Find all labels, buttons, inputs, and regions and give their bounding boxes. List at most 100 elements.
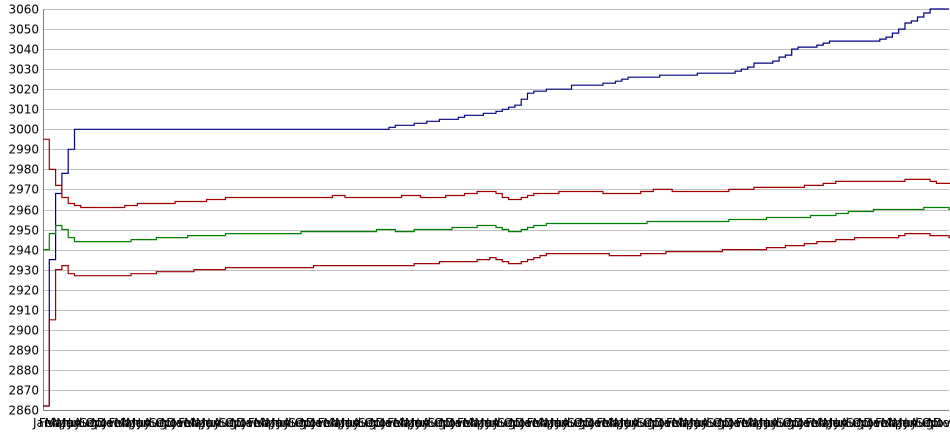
x-tick-label: Oct — [294, 416, 315, 430]
x-tick-label: Dec — [585, 416, 608, 430]
y-tick-label: 3060 — [8, 3, 39, 17]
x-tick-label: Mar — [672, 416, 695, 430]
y-tick-label: 2980 — [8, 163, 39, 177]
x-tick-label: Feb — [805, 416, 826, 430]
x-tick-label: Apr — [747, 416, 768, 430]
x-tick-label: Jul — [555, 416, 570, 430]
x-tick-label: Oct — [364, 416, 385, 430]
x-tick-label: Nov — [788, 416, 811, 430]
series-line-1 — [43, 8, 949, 407]
x-tick-label: May — [405, 416, 430, 430]
x-tick-label: Feb — [666, 416, 687, 430]
x-tick-label: Nov — [91, 416, 114, 430]
x-tick-label: Aug — [143, 416, 166, 430]
x-tick-label: Apr — [817, 416, 838, 430]
x-tick-label: Nov — [858, 416, 881, 430]
x-tick-label: Apr — [678, 416, 699, 430]
x-tick-label: Feb — [387, 416, 408, 430]
x-tick-label: Nov — [649, 416, 672, 430]
x-tick-label: Nov — [718, 416, 741, 430]
x-tick-label: Mar — [254, 416, 277, 430]
x-tick-label: May — [196, 416, 221, 430]
x-tick-label: Mar — [742, 416, 765, 430]
x-tick-label: Aug — [840, 416, 863, 430]
x-tick-label: Dec — [794, 416, 817, 430]
x-tick-label: Apr — [260, 416, 281, 430]
x-tick-label: Sep — [567, 416, 590, 430]
x-tick-label: Mar — [45, 416, 68, 430]
x-tick-label: Jul — [624, 416, 639, 430]
x-tick-label: Dec — [864, 416, 887, 430]
x-tick-label: Jan — [659, 416, 679, 430]
x-tick-label: May — [893, 416, 918, 430]
x-tick-label: Feb — [736, 416, 757, 430]
x-tick-label: Oct — [922, 416, 943, 430]
x-tick-label: Mar — [602, 416, 625, 430]
x-tick-label: Jan — [450, 416, 470, 430]
y-tick-label: 3040 — [8, 43, 39, 57]
x-tick-label: Nov — [161, 416, 184, 430]
x-tick-label: Sep — [79, 416, 102, 430]
x-tick-label: Feb — [527, 416, 548, 430]
x-tick-label: Apr — [50, 416, 71, 430]
y-tick-label: 2930 — [8, 264, 39, 278]
x-tick-label: Jan — [171, 416, 191, 430]
x-tick-label: Mar — [881, 416, 904, 430]
x-tick-label: Aug — [283, 416, 306, 430]
y-tick-label: 2950 — [8, 224, 39, 238]
x-tick-label: Oct — [225, 416, 246, 430]
x-tick-label: Jul — [67, 416, 82, 430]
x-tick-label: Jun — [200, 416, 220, 430]
x-tick-label: Sep — [428, 416, 451, 430]
x-tick-label: Feb — [39, 416, 60, 430]
x-tick-label: Apr — [887, 416, 908, 430]
x-tick-label: May — [474, 416, 499, 430]
x-tick-label: May — [823, 416, 848, 430]
x-tick-label: Feb — [178, 416, 199, 430]
x-tick-label: Jun — [828, 416, 848, 430]
x-tick-label: Jun — [619, 416, 639, 430]
x-tick-label: Sep — [219, 416, 242, 430]
y-tick-label: 2960 — [8, 204, 39, 218]
x-tick-label: May — [265, 416, 290, 430]
gridlines — [43, 9, 949, 411]
x-tick-label: Jun — [549, 416, 569, 430]
x-tick-label: Dec — [306, 416, 329, 430]
x-tick-label: Jan — [32, 416, 52, 430]
x-tick-label: Dec — [515, 416, 538, 430]
x-tick-label: Jan — [590, 416, 610, 430]
y-tick-label: 2900 — [8, 324, 39, 338]
x-tick-label: Mar — [184, 416, 207, 430]
x-tick-label: Jun — [758, 416, 778, 430]
x-tick-label: Nov — [370, 416, 393, 430]
x-tick-label: Aug — [213, 416, 236, 430]
x-tick-label: Jan — [311, 416, 331, 430]
x-tick-label: Oct — [85, 416, 106, 430]
x-tick-label: May — [614, 416, 639, 430]
series-line-4 — [43, 233, 950, 407]
x-tick-label: Oct — [434, 416, 455, 430]
y-tick-label: 2970 — [8, 183, 39, 197]
x-tick-label: Jul — [276, 416, 291, 430]
x-tick-label: Dec — [236, 416, 259, 430]
x-tick-label: Oct — [155, 416, 176, 430]
y-tick-label: 2920 — [8, 284, 39, 298]
x-tick-label: Nov — [440, 416, 463, 430]
x-tick-label: Sep — [149, 416, 172, 430]
x-tick-label: May — [683, 416, 708, 430]
x-tick-label: Apr — [120, 416, 141, 430]
x-tick-label: Nov — [230, 416, 253, 430]
x-tick-label: Sep — [637, 416, 660, 430]
x-tick-label: Aug — [910, 416, 933, 430]
x-tick-label: Sep — [776, 416, 799, 430]
y-tick-label: 3010 — [8, 103, 39, 117]
series-lines — [43, 8, 950, 407]
x-tick-label: Mar — [811, 416, 834, 430]
x-tick-label: Oct — [713, 416, 734, 430]
x-tick-label: Jan — [868, 416, 888, 430]
axes — [43, 9, 949, 411]
x-tick-label: Aug — [701, 416, 724, 430]
x-tick-label: Nov — [509, 416, 532, 430]
series-line-3 — [43, 206, 950, 251]
x-tick-label: Sep — [846, 416, 869, 430]
